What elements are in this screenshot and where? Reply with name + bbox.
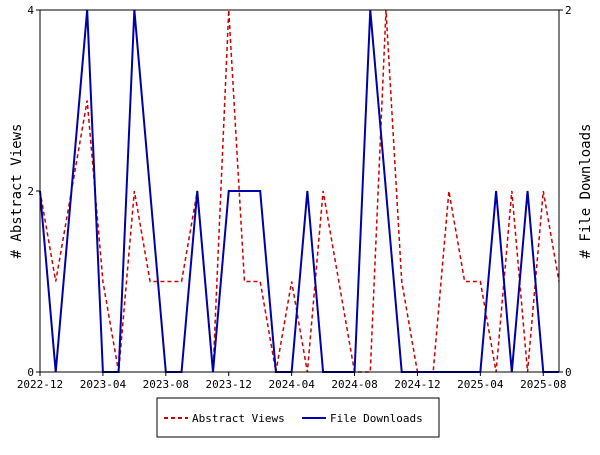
plot-lines [39,9,560,373]
y-right-tick-label: 0 [565,366,572,379]
plot-frame [39,9,560,373]
x-tick-label: 2023-12 [206,378,252,391]
x-tick-label: 2025-04 [457,378,504,391]
y-left-tick-label: 0 [27,366,34,379]
legend: Abstract Views File Downloads [156,397,440,438]
ticks-layer: 2022-12 2023-04 2023-08 2023-12 2024-04 2024-… [17,4,572,391]
x-tick-label: 2025-08 [520,378,566,391]
series-line-abstract-views [39,9,560,373]
legend-label-file-downloads: File Downloads [330,412,423,425]
y-right-tick-label: 2 [565,4,572,17]
series-line-file-downloads [39,9,559,373]
x-tick-label: 2024-08 [331,378,377,391]
y-left-axis-title: # Abstract Views [9,124,25,259]
x-tick-label: 2023-04 [80,378,127,391]
x-tick-label: 2024-04 [268,378,315,391]
x-tick-label: 2023-08 [143,378,189,391]
legend-box [156,397,440,438]
y-left-tick-label: 2 [27,185,34,198]
legend-label-abstract-views: Abstract Views [192,412,285,425]
x-tick-label: 2024-12 [394,378,440,391]
y-right-axis-title: # File Downloads [578,124,594,259]
x-tick-label: 2022-12 [17,378,63,391]
y-left-tick-label: 4 [27,4,34,17]
